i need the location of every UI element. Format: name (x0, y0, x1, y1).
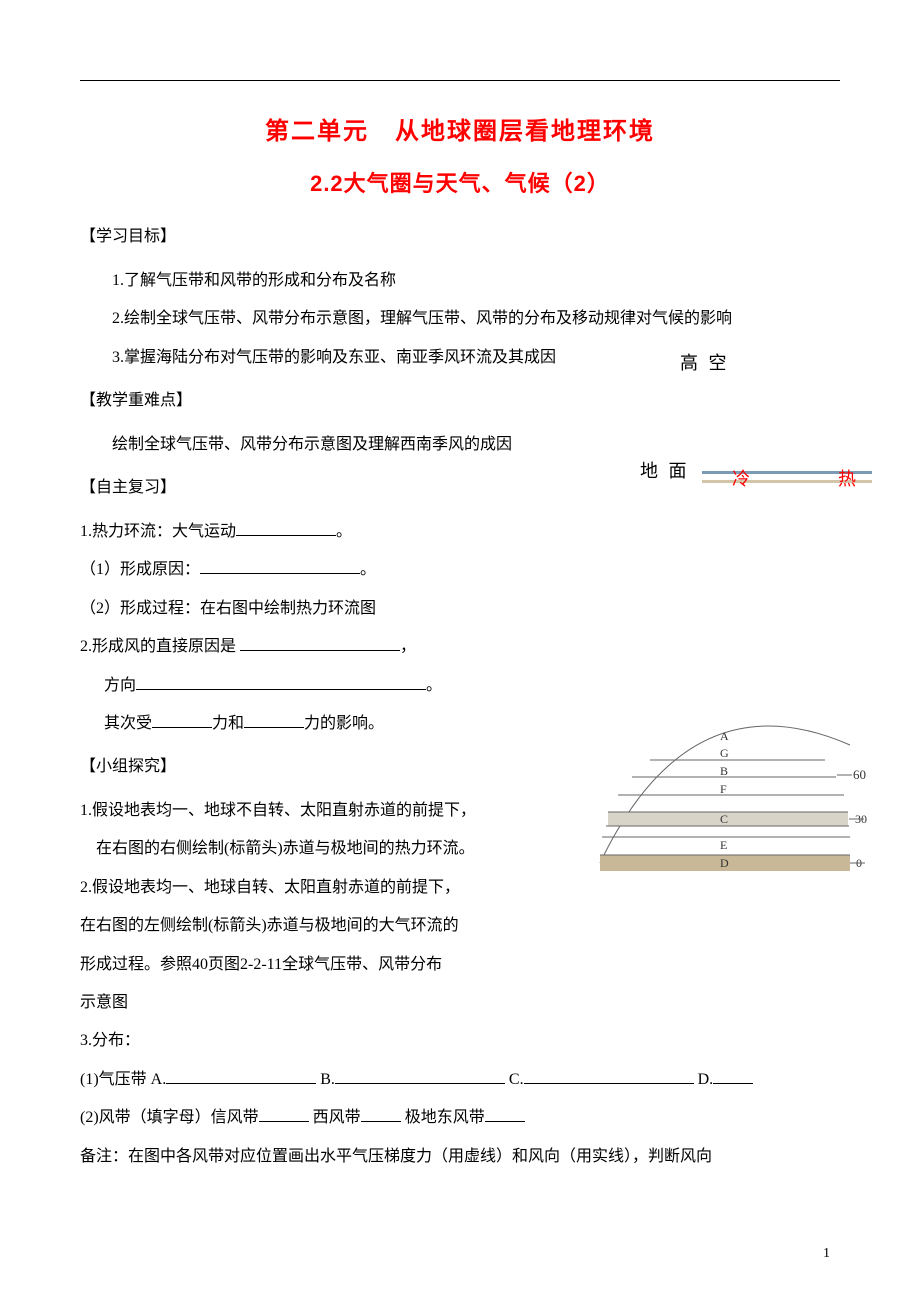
group-2d: 示意图 (80, 984, 840, 1022)
distribution-belts: (1)气压带 A. B. C. D. (80, 1061, 840, 1099)
self-2-force-mid: 力和 (212, 715, 244, 732)
blank-field[interactable] (259, 1104, 309, 1123)
note-text: 备注：在图中各风带对应位置画出水平气压梯度力（用虚线）和风向（用实线），判断风向 (80, 1138, 840, 1176)
ground-label: 地 面 (640, 457, 690, 483)
blank-field[interactable] (485, 1104, 525, 1123)
group-2c: 形成过程。参照40页图2-2-11全球气压带、风带分布 (80, 946, 840, 984)
blank-field[interactable] (236, 517, 336, 536)
dist-wind-b: 西风带 (313, 1109, 361, 1126)
hot-label: 热 (838, 465, 856, 491)
label-f: F (720, 782, 727, 796)
label-60: 60 (853, 767, 866, 782)
self-2-suffix: ， (400, 638, 416, 655)
blank-field[interactable] (361, 1104, 401, 1123)
blank-field[interactable] (240, 633, 400, 652)
goal-item-1: 1.了解气压带和风带的形成和分布及名称 (80, 262, 840, 300)
label-a: A (720, 729, 729, 743)
blank-field[interactable] (136, 671, 426, 690)
high-altitude-label: 高 空 (680, 349, 730, 375)
dist-wind-a: (2)风带（填字母）信风带 (80, 1109, 259, 1126)
dist-wind-c: 极地东风带 (405, 1109, 485, 1126)
dist-belt-b: B. (320, 1071, 335, 1088)
goal-item-2: 2.绘制全球气压带、风带分布示意图，理解气压带、风带的分布及移动规律对气候的影响 (80, 300, 840, 338)
self-1-1-prefix: （1）形成原因： (80, 561, 200, 578)
self-review-2: 2.形成风的直接原因是 ， (80, 628, 840, 666)
label-c: C (720, 812, 728, 826)
page: 第二单元 从地球圈层看地理环境 2.2大气圈与天气、气候（2） 【学习目标】 1… (0, 0, 920, 1302)
top-rule (80, 80, 840, 81)
blank-field[interactable] (335, 1065, 505, 1084)
label-e: E (720, 838, 727, 852)
belt-diagram-svg: A G B F C E D 60 30 0 (590, 715, 870, 875)
self-1-1-suffix: 。 (360, 561, 376, 578)
distribution-winds: (2)风带（填字母）信风带 西风带 极地东风带 (80, 1099, 840, 1137)
blank-field[interactable] (713, 1065, 753, 1084)
self-2-dir-prefix: 方向 (104, 677, 136, 694)
self-2-force-prefix: 其次受 (104, 715, 152, 732)
self-2-dir-suffix: 。 (426, 677, 442, 694)
self-1-prefix: 1.热力环流：大气运动 (80, 523, 236, 540)
blank-field[interactable] (524, 1065, 694, 1084)
belt-diagram: A G B F C E D 60 30 0 (590, 715, 870, 875)
blank-field[interactable] (244, 709, 304, 728)
blank-field[interactable] (152, 709, 212, 728)
dist-belt-c: C. (509, 1071, 524, 1088)
self-review-2-dir: 方向 。 (80, 667, 840, 705)
self-1-suffix: 。 (336, 523, 352, 540)
distribution-head: 3.分布： (80, 1022, 840, 1060)
label-g: G (720, 746, 729, 760)
group-2b: 在右图的左侧绘制(标箭头)赤道与极地间的大气环流的 (80, 907, 840, 945)
cold-label: 冷 (732, 465, 750, 491)
dist-belt-a: (1)气压带 A. (80, 1071, 166, 1088)
unit-title: 第二单元 从地球圈层看地理环境 (80, 111, 840, 146)
thermal-circulation-diagram: 高 空 地 面 冷 热 (640, 339, 870, 519)
blank-field[interactable] (166, 1065, 316, 1084)
self-review-1-2: （2）形成过程：在右图中绘制热力环流图 (80, 590, 840, 628)
section-title: 2.2大气圈与天气、气候（2） (80, 166, 840, 198)
self-2-prefix: 2.形成风的直接原因是 (80, 638, 240, 655)
label-b: B (720, 764, 728, 778)
self-review-1-1: （1）形成原因： 。 (80, 551, 840, 589)
self-review-1: 1.热力环流：大气运动 。 (80, 513, 840, 551)
label-d: D (720, 856, 729, 870)
dist-belt-d: D. (698, 1071, 714, 1088)
self-2-force-suffix: 力的影响。 (304, 715, 384, 732)
goals-heading: 【学习目标】 (80, 223, 840, 252)
blank-field[interactable] (200, 556, 360, 575)
page-number: 1 (823, 1246, 830, 1262)
